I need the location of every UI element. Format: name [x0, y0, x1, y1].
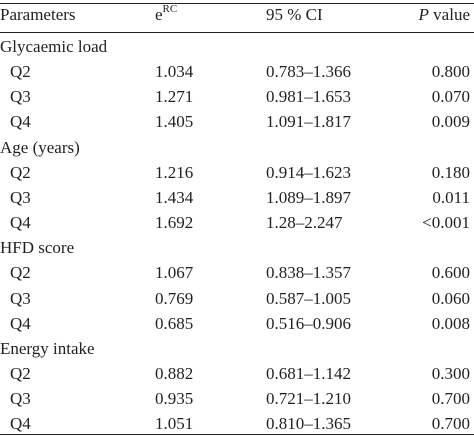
group-label: HFD score — [0, 238, 75, 258]
level-cell: Q4 — [10, 414, 31, 434]
ci-cell: 0.981–1.653 — [266, 87, 351, 107]
table-header-row: Parameters eRC 95 % CI P value — [0, 2, 474, 28]
p-value-cell: <0.001 — [422, 213, 470, 233]
erc-cell: 0.769 — [155, 288, 194, 308]
ci-cell: 0.914–1.623 — [266, 162, 351, 182]
header-p-rest: value — [428, 5, 470, 24]
table-row: Q4 1.405 1.091–1.817 0.009 — [0, 109, 474, 135]
p-value-cell: 0.011 — [432, 187, 470, 207]
table-row: Q2 1.216 0.914–1.623 0.180 — [0, 160, 474, 186]
ci-cell: 1.089–1.897 — [266, 187, 351, 207]
level-cell: Q2 — [10, 263, 31, 283]
erc-cell: 1.216 — [155, 162, 194, 182]
header-erc-base: e — [155, 5, 163, 24]
level-cell: Q3 — [10, 187, 31, 207]
group-row: Glycaemic load — [0, 34, 474, 60]
p-value-cell: 0.008 — [431, 313, 470, 333]
header-parameters: Parameters — [0, 5, 76, 24]
p-value-cell: 0.009 — [431, 112, 470, 132]
ci-cell: 0.516–0.906 — [266, 313, 351, 333]
header-erc: eRC — [155, 2, 177, 30]
table-row: Q4 1.051 0.810–1.365 0.700 — [0, 411, 474, 437]
p-value-cell: 0.070 — [431, 87, 470, 107]
ci-cell: 1.091–1.817 — [266, 112, 351, 132]
group-row: Age (years) — [0, 135, 474, 161]
table-row: Q2 1.067 0.838–1.357 0.600 — [0, 260, 474, 286]
table-bottom-rule — [0, 434, 474, 435]
level-cell: Q3 — [10, 389, 31, 409]
ci-cell: 0.681–1.142 — [266, 363, 351, 383]
level-cell: Q4 — [10, 313, 31, 333]
ci-cell: 1.28–2.247 — [266, 213, 343, 233]
table-top-rule — [0, 3, 474, 4]
table-row: Q2 1.034 0.783–1.366 0.800 — [0, 59, 474, 85]
level-cell: Q4 — [10, 112, 31, 132]
level-cell: Q2 — [10, 363, 31, 383]
group-row: HFD score — [0, 235, 474, 261]
group-row: Energy intake — [0, 336, 474, 362]
table-row: Q2 0.882 0.681–1.142 0.300 — [0, 361, 474, 387]
level-cell: Q2 — [10, 162, 31, 182]
p-value-cell: 0.800 — [431, 62, 470, 82]
group-label: Glycaemic load — [0, 37, 108, 56]
ci-cell: 0.838–1.357 — [266, 263, 351, 283]
ci-cell: 0.721–1.210 — [266, 389, 351, 409]
erc-cell: 1.434 — [155, 187, 194, 207]
p-value-cell: 0.700 — [431, 414, 470, 434]
ci-cell: 0.810–1.365 — [266, 414, 351, 434]
p-value-cell: 0.180 — [431, 162, 470, 182]
table-row: Q4 0.685 0.516–0.906 0.008 — [0, 311, 474, 337]
table-row: Q4 1.692 1.28–2.247 <0.001 — [0, 210, 474, 236]
level-cell: Q4 — [10, 213, 31, 233]
header-p-italic: P — [418, 5, 429, 24]
table-row: Q3 1.271 0.981–1.653 0.070 — [0, 84, 474, 110]
ci-cell: 0.783–1.366 — [266, 62, 351, 82]
erc-cell: 1.271 — [155, 87, 194, 107]
table-row: Q3 0.769 0.587–1.005 0.060 — [0, 286, 474, 312]
erc-cell: 0.882 — [155, 363, 194, 383]
table-row: Q3 1.434 1.089–1.897 0.011 — [0, 185, 474, 211]
erc-cell: 1.692 — [155, 213, 194, 233]
header-ci: 95 % CI — [266, 5, 323, 24]
erc-cell: 1.034 — [155, 62, 194, 82]
erc-cell: 0.685 — [155, 313, 194, 333]
table-row: Q3 0.935 0.721–1.210 0.700 — [0, 386, 474, 412]
header-p-value: P value — [419, 2, 470, 28]
level-cell: Q2 — [10, 62, 31, 82]
erc-cell: 0.935 — [155, 389, 194, 409]
p-value-cell: 0.600 — [431, 263, 470, 283]
level-cell: Q3 — [10, 288, 31, 308]
p-value-cell: 0.700 — [431, 389, 470, 409]
group-label: Age (years) — [0, 137, 80, 157]
group-label: Energy intake — [0, 338, 95, 358]
header-erc-superscript: RC — [162, 3, 178, 15]
level-cell: Q3 — [10, 87, 31, 107]
header-rule — [0, 32, 474, 33]
p-value-cell: 0.060 — [431, 288, 470, 308]
p-value-cell: 0.300 — [431, 363, 470, 383]
erc-cell: 1.405 — [155, 112, 194, 132]
erc-cell: 1.051 — [155, 414, 194, 434]
erc-cell: 1.067 — [155, 263, 194, 283]
ci-cell: 0.587–1.005 — [266, 288, 351, 308]
